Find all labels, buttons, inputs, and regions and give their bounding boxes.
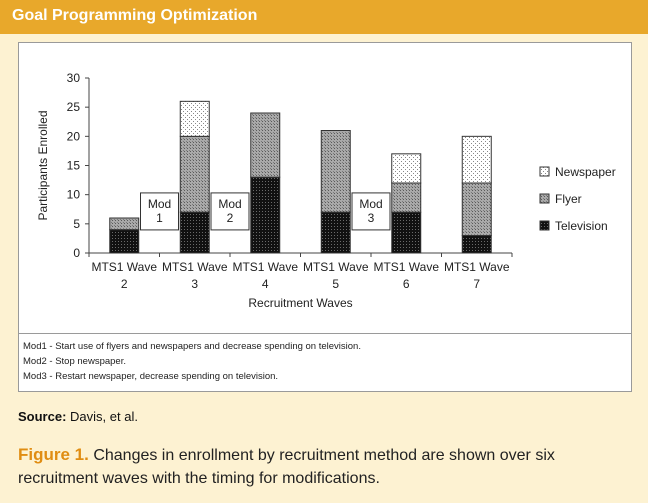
mod-annotation-label: Mod — [148, 197, 171, 211]
y-axis-title: Participants Enrolled — [36, 110, 50, 220]
y-tick-label: 30 — [67, 71, 81, 85]
x-tick-label: 2 — [121, 277, 128, 291]
bar-television — [320, 211, 351, 254]
legend-swatch-flyer — [539, 193, 550, 204]
y-tick-label: 10 — [67, 188, 81, 202]
bar-television — [109, 229, 140, 254]
figure-panel: 0 5 10 15 20 25 30 MTS1 Wave 2 MTS1 Wave 3 MTS1 Wav… — [18, 42, 632, 392]
mod-annotation-number: 2 — [227, 211, 234, 225]
bar-flyer — [179, 135, 210, 213]
x-tick-label: 3 — [191, 277, 198, 291]
mod-annotation-box — [351, 192, 391, 231]
source-label: Source: — [18, 409, 67, 424]
legend-swatch-newspaper — [539, 166, 550, 177]
bar-newspaper — [391, 153, 422, 184]
legend-label-flyer: Flyer — [555, 192, 582, 206]
bar-television — [391, 211, 422, 254]
mod-annotation-number: 3 — [368, 211, 375, 225]
bar-flyer — [109, 217, 140, 231]
y-tick-label: 5 — [73, 217, 80, 231]
bar-newspaper — [461, 135, 492, 184]
y-tick-label: 20 — [67, 129, 81, 143]
bar-television — [250, 176, 281, 254]
bar-television — [179, 211, 210, 254]
x-tick-label: MTS1 Wave — [91, 260, 157, 274]
x-tick-label: 4 — [262, 277, 269, 291]
note-mod2: Mod2 - Stop newspaper. — [23, 356, 126, 367]
bar-flyer — [461, 182, 492, 236]
figure-caption: Figure 1. Changes in enrollment by recru… — [18, 443, 628, 490]
source-text: Davis, et al. — [70, 409, 138, 424]
mod-annotation-number: 1 — [156, 211, 163, 225]
bar-flyer — [320, 130, 351, 213]
x-tick-label: MTS1 Wave — [303, 260, 369, 274]
legend-swatch-television — [539, 220, 550, 231]
y-tick-label: 25 — [67, 100, 81, 114]
bar-newspaper — [179, 100, 210, 137]
mod-annotation-box — [140, 192, 179, 231]
note-mod1: Mod1 - Start use of flyers and newspaper… — [23, 341, 361, 352]
legend-label-newspaper: Newspaper — [555, 165, 616, 179]
x-tick-label: 7 — [473, 277, 480, 291]
note-mod3: Mod3 - Restart newspaper, decrease spend… — [23, 371, 279, 382]
x-tick-label: MTS1 Wave — [162, 260, 228, 274]
header-title: Goal Programming Optimization — [12, 7, 258, 24]
x-tick-label: 5 — [332, 277, 339, 291]
chart-area: 0 5 10 15 20 25 30 MTS1 Wave 2 MTS1 Wave 3 MTS1 Wav… — [19, 43, 631, 334]
x-axis-title: Recruitment Waves — [248, 296, 352, 310]
mod-annotation-box — [210, 192, 250, 231]
source-line: Source: Davis, et al. — [18, 409, 138, 424]
x-tick-label: MTS1 Wave — [373, 260, 439, 274]
y-tick-label: 0 — [73, 246, 80, 260]
bar-flyer — [391, 182, 422, 213]
legend-label-television: Television — [555, 219, 608, 233]
bar-flyer — [250, 112, 281, 178]
x-tick-label: MTS1 Wave — [444, 260, 510, 274]
header-bar: Goal Programming Optimization — [0, 0, 648, 34]
mod-annotation-label: Mod — [359, 197, 382, 211]
caption-text: Changes in enrollment by recruitment met… — [18, 447, 555, 487]
mod-annotation-label: Mod — [218, 197, 241, 211]
y-tick-label: 15 — [67, 159, 81, 173]
x-tick-label: 6 — [403, 277, 410, 291]
bar-television — [461, 235, 492, 254]
x-tick-label: MTS1 Wave — [232, 260, 298, 274]
caption-label: Figure 1. — [18, 445, 89, 464]
